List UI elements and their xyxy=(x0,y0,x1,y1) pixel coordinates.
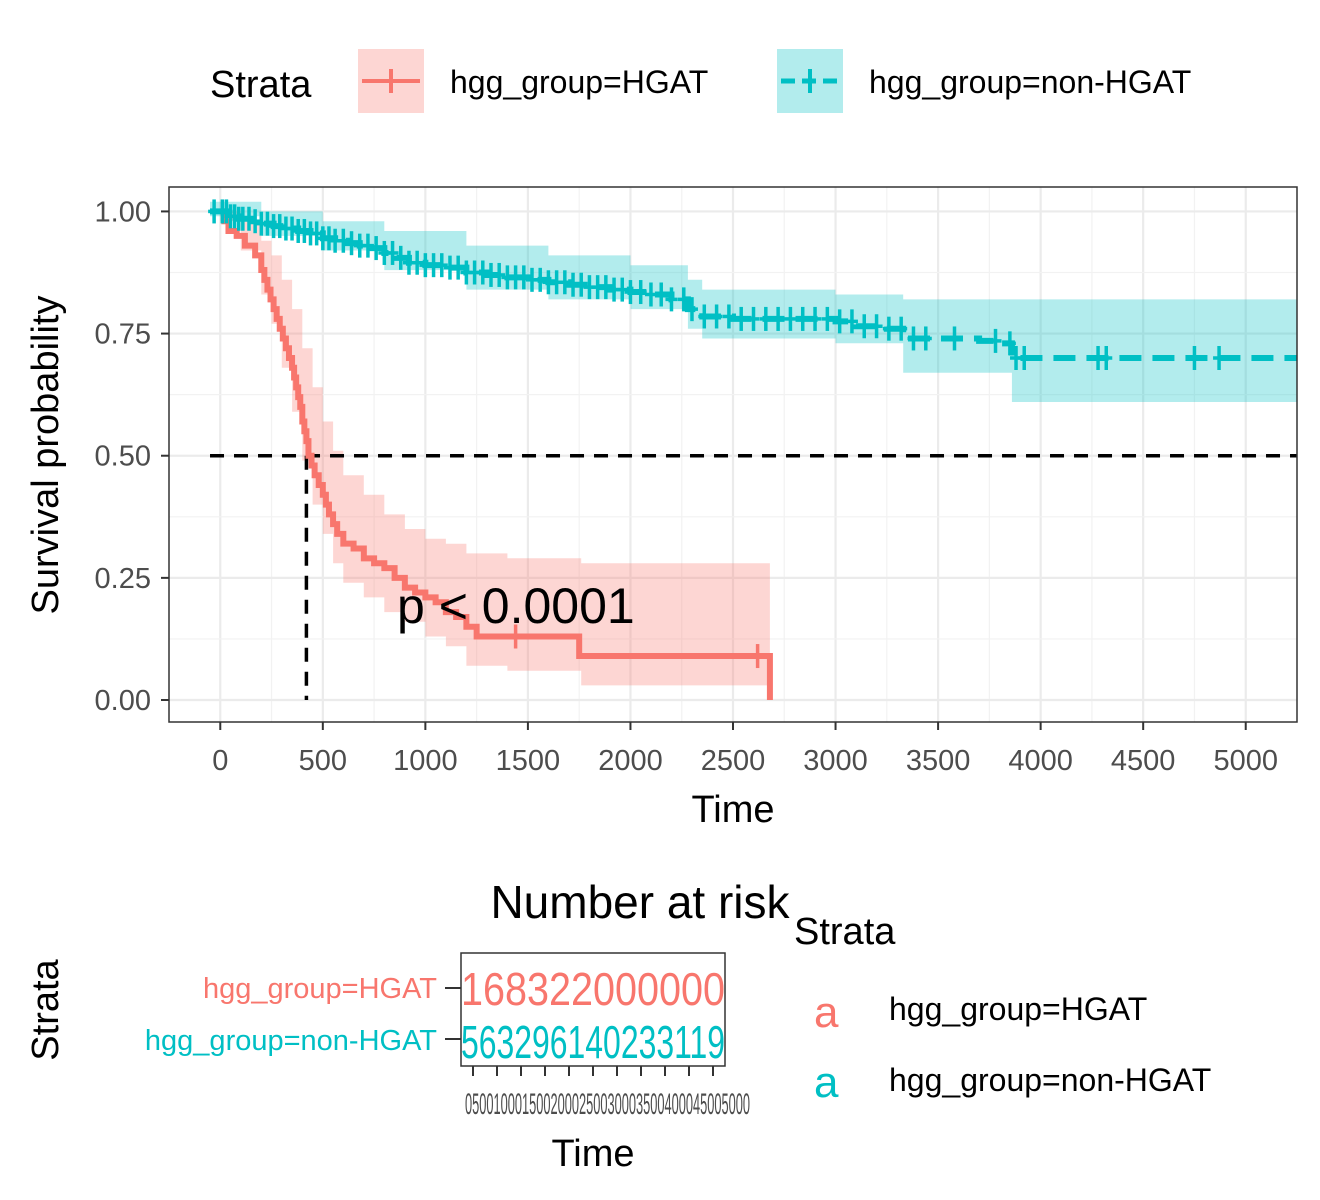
y-tick-label: 0.00 xyxy=(95,685,151,717)
censor-marks xyxy=(208,199,1226,669)
ci-band-0 xyxy=(220,211,770,686)
y-tick-label: 0.50 xyxy=(95,441,151,473)
risk-table: Number at risk Strata hgg_group=HGAT hgg… xyxy=(25,876,1211,1175)
risk-row-values-nonhgat: 563296140233119 xyxy=(461,1016,725,1068)
x-tick-label: 3500 xyxy=(906,745,971,777)
km-plot: p < 0.0001 0 500 1000 1500 2000 2500 3000 3500 4… xyxy=(25,186,1298,831)
x-tick-label: 1000 xyxy=(393,745,458,777)
risk-row-label-hgat: hgg_group=HGAT xyxy=(203,973,437,1005)
x-tick-label: 3000 xyxy=(803,745,868,777)
x-tick-label: 2000 xyxy=(598,745,663,777)
legend-label-hgat: hgg_group=HGAT xyxy=(450,64,708,100)
risk-table-y-label: Strata xyxy=(25,958,67,1060)
y-tick-label: 0.25 xyxy=(95,563,151,595)
x-tick-label: 500 xyxy=(299,745,347,777)
risk-x-tick-labels: 0500100015002000250030003500400045005000 xyxy=(465,1088,750,1121)
x-tick-label: 2500 xyxy=(701,745,766,777)
legend-title: Strata xyxy=(210,64,312,106)
risk-row-label-nonhgat: hgg_group=non-HGAT xyxy=(145,1025,437,1057)
risk-legend-glyph-hgat: a xyxy=(814,988,839,1037)
top-legend: Strata hgg_group=HGAT hgg_group=non-HGAT xyxy=(210,49,1191,113)
risk-x-ticks xyxy=(472,1066,714,1076)
risk-table-panel xyxy=(460,952,726,1067)
y-tick-label: 0.75 xyxy=(95,319,151,351)
y-axis-ticks: 0.00 0.25 0.50 0.75 1.00 xyxy=(95,196,169,717)
median-lines xyxy=(210,453,1297,701)
x-tick-label: 5000 xyxy=(1213,745,1278,777)
y-axis-label: Survival probability xyxy=(25,296,67,615)
x-axis-ticks: 0 500 1000 1500 2000 2500 3000 3500 4000 4500 5000 xyxy=(212,722,1278,777)
risk-legend-label-hgat: hgg_group=HGAT xyxy=(889,991,1147,1027)
x-tick-label: 4000 xyxy=(1008,745,1073,777)
x-tick-label: 4500 xyxy=(1111,745,1176,777)
risk-x-axis-label: Time xyxy=(551,1133,634,1175)
survival-line-0 xyxy=(220,208,773,701)
p-value-annotation: p < 0.0001 xyxy=(397,578,635,634)
x-tick-label: 0 xyxy=(212,745,228,777)
risk-row-values-hgat: 168322000000 xyxy=(461,963,725,1015)
x-tick-label: 1500 xyxy=(496,745,561,777)
risk-legend-title: Strata xyxy=(794,911,896,953)
risk-legend-glyph-nonhgat: a xyxy=(814,1058,839,1107)
risk-legend-label-nonhgat: hgg_group=non-HGAT xyxy=(889,1062,1211,1098)
y-tick-label: 1.00 xyxy=(95,196,151,228)
risk-table-title: Number at risk xyxy=(490,876,790,928)
x-axis-label: Time xyxy=(691,789,774,831)
legend-label-nonhgat: hgg_group=non-HGAT xyxy=(869,64,1191,100)
